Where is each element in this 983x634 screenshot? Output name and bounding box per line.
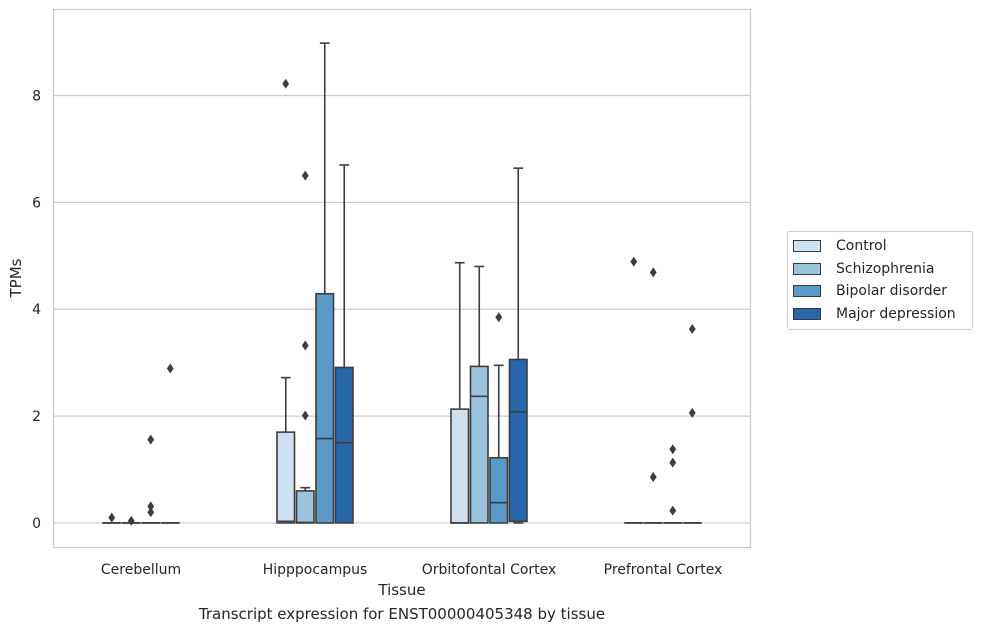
outlier-point [147, 507, 155, 518]
box-iqr [450, 408, 470, 524]
legend-swatch [793, 285, 821, 298]
box-group [141, 434, 161, 524]
box-group [489, 312, 509, 524]
box-group [624, 256, 644, 524]
outlier-point [301, 340, 309, 351]
legend-item: Control [788, 235, 972, 258]
box-groups [102, 42, 702, 526]
legend-label: Bipolar disorder [836, 283, 948, 300]
chart-title: Transcript expression for ENST0000040534… [198, 605, 606, 623]
box-group [469, 265, 489, 524]
y-tick-label: 6 [32, 195, 41, 211]
outlier-point [495, 312, 503, 323]
outlier-point [669, 505, 677, 516]
outlier-point [147, 501, 155, 512]
legend-label: Major depression [836, 305, 956, 322]
outlier-point [147, 434, 155, 445]
box-iqr [276, 431, 296, 524]
box-group [334, 164, 354, 524]
outlier-point [108, 512, 116, 523]
box-group [643, 267, 663, 524]
outlier-point [669, 444, 677, 455]
box-group [682, 323, 702, 524]
legend-item: Schizophrenia [788, 258, 972, 281]
legend-swatch [793, 307, 821, 320]
box-iqr [334, 366, 354, 524]
outlier-point [649, 267, 657, 278]
box-group [315, 42, 335, 524]
outlier-point [630, 256, 638, 267]
box-group [663, 444, 683, 524]
x-tick-label: Cerebellum [101, 562, 181, 578]
y-axis-label: TPMs [7, 258, 25, 298]
x-tick-label: Hipppocampus [263, 562, 368, 578]
outlier-point [688, 407, 696, 418]
box-group [450, 261, 470, 524]
outlier-point [301, 410, 309, 421]
y-tick-label: 4 [32, 302, 41, 318]
legend-swatch [793, 262, 821, 275]
box-group [160, 363, 180, 524]
legend-item: Major depression [788, 303, 972, 326]
x-tick-label: Prefrontal Cortex [604, 562, 723, 578]
y-tick-label: 8 [32, 88, 41, 104]
legend-item: Bipolar disorder [788, 280, 972, 303]
x-tick-labels: Cerebellum Hipppocampus Orbitofontal Corte… [101, 562, 722, 578]
x-tick-label: Orbitofontal Cortex [422, 562, 557, 578]
y-tick-label: 0 [32, 516, 41, 532]
y-gridlines [54, 94, 750, 524]
box-iqr [508, 358, 528, 523]
outlier-point [301, 170, 309, 181]
outlier-point [166, 363, 174, 374]
legend-label: Schizophrenia [836, 260, 935, 277]
legend: Control Schizophrenia Bipolar disorder Majo… [787, 231, 973, 330]
legend-label: Control [836, 238, 887, 255]
box-iqr [469, 365, 489, 524]
box-group [102, 512, 122, 524]
box-iqr [489, 456, 509, 524]
box-iqr [295, 490, 315, 524]
outlier-point [688, 323, 696, 334]
box-group [121, 515, 141, 526]
y-tick-labels: 0 2 4 6 8 [32, 88, 41, 531]
outlier-point [669, 457, 677, 468]
y-tick-label: 2 [32, 409, 41, 425]
outlier-point [649, 472, 657, 483]
x-axis-label: Tissue [377, 581, 425, 599]
box-group [295, 170, 315, 524]
legend-swatch [793, 240, 821, 253]
outlier-point [127, 515, 135, 526]
box-group [508, 167, 528, 524]
box-group [276, 78, 296, 524]
outlier-point [282, 78, 290, 89]
plot-frame [52, 8, 752, 549]
box-iqr [315, 292, 335, 524]
